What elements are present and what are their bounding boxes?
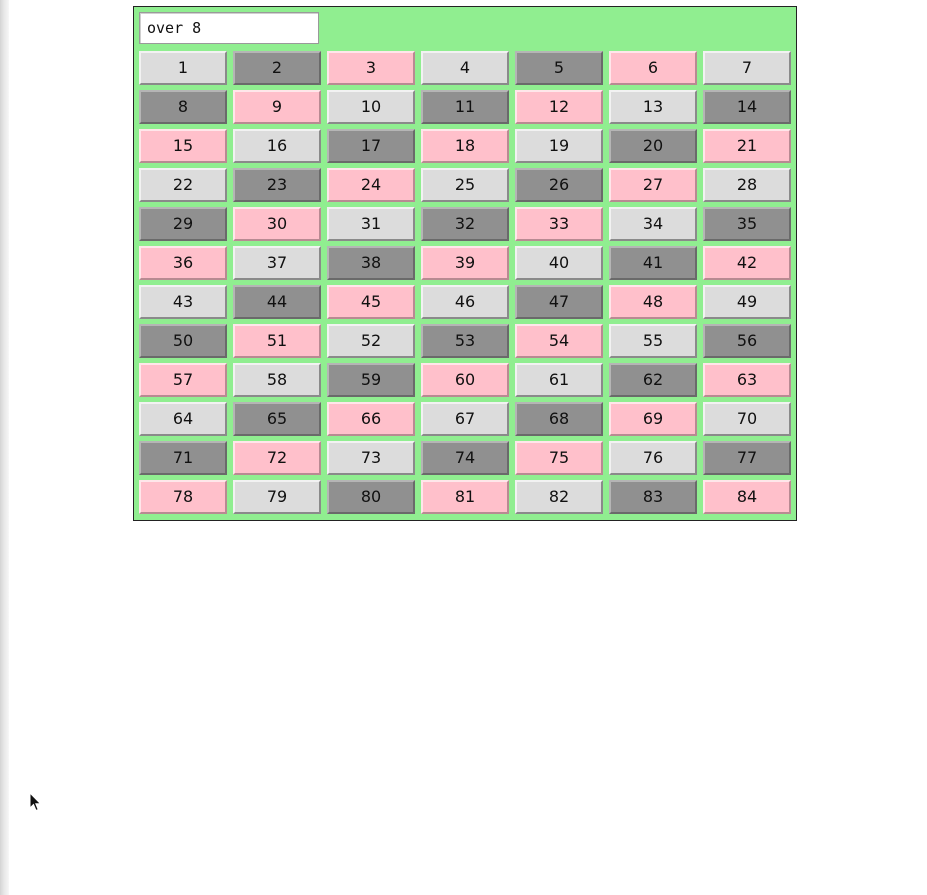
number-button-29[interactable]: 29 xyxy=(139,207,227,241)
number-button-47[interactable]: 47 xyxy=(515,285,603,319)
number-button-77[interactable]: 77 xyxy=(703,441,791,475)
number-button-3[interactable]: 3 xyxy=(327,51,415,85)
number-button-20[interactable]: 20 xyxy=(609,129,697,163)
number-button-54[interactable]: 54 xyxy=(515,324,603,358)
number-button-42[interactable]: 42 xyxy=(703,246,791,280)
number-button-78[interactable]: 78 xyxy=(139,480,227,514)
number-button-24[interactable]: 24 xyxy=(327,168,415,202)
number-button-5[interactable]: 5 xyxy=(515,51,603,85)
number-grid-panel: over 8 1 2 3 4 5 6 7 8 9 10 11 12 13 14 15 16 17 18 19 20 21… xyxy=(133,6,797,521)
number-button-27[interactable]: 27 xyxy=(609,168,697,202)
number-button-57[interactable]: 57 xyxy=(139,363,227,397)
number-button-58[interactable]: 58 xyxy=(233,363,321,397)
mouse-pointer-icon xyxy=(29,792,42,812)
number-button-13[interactable]: 13 xyxy=(609,90,697,124)
number-button-36[interactable]: 36 xyxy=(139,246,227,280)
number-button-4[interactable]: 4 xyxy=(421,51,509,85)
number-button-43[interactable]: 43 xyxy=(139,285,227,319)
number-button-37[interactable]: 37 xyxy=(233,246,321,280)
number-button-31[interactable]: 31 xyxy=(327,207,415,241)
number-button-21[interactable]: 21 xyxy=(703,129,791,163)
number-button-81[interactable]: 81 xyxy=(421,480,509,514)
number-button-14[interactable]: 14 xyxy=(703,90,791,124)
number-button-53[interactable]: 53 xyxy=(421,324,509,358)
number-button-50[interactable]: 50 xyxy=(139,324,227,358)
number-button-28[interactable]: 28 xyxy=(703,168,791,202)
number-button-23[interactable]: 23 xyxy=(233,168,321,202)
number-button-51[interactable]: 51 xyxy=(233,324,321,358)
number-button-75[interactable]: 75 xyxy=(515,441,603,475)
number-button-76[interactable]: 76 xyxy=(609,441,697,475)
number-button-67[interactable]: 67 xyxy=(421,402,509,436)
number-button-49[interactable]: 49 xyxy=(703,285,791,319)
number-button-12[interactable]: 12 xyxy=(515,90,603,124)
number-button-18[interactable]: 18 xyxy=(421,129,509,163)
number-button-2[interactable]: 2 xyxy=(233,51,321,85)
number-button-30[interactable]: 30 xyxy=(233,207,321,241)
number-button-73[interactable]: 73 xyxy=(327,441,415,475)
number-button-8[interactable]: 8 xyxy=(139,90,227,124)
number-button-59[interactable]: 59 xyxy=(327,363,415,397)
number-button-66[interactable]: 66 xyxy=(327,402,415,436)
number-button-62[interactable]: 62 xyxy=(609,363,697,397)
number-button-22[interactable]: 22 xyxy=(139,168,227,202)
number-button-65[interactable]: 65 xyxy=(233,402,321,436)
number-button-71[interactable]: 71 xyxy=(139,441,227,475)
number-button-46[interactable]: 46 xyxy=(421,285,509,319)
number-button-48[interactable]: 48 xyxy=(609,285,697,319)
number-button-70[interactable]: 70 xyxy=(703,402,791,436)
number-button-74[interactable]: 74 xyxy=(421,441,509,475)
number-button-1[interactable]: 1 xyxy=(139,51,227,85)
number-button-82[interactable]: 82 xyxy=(515,480,603,514)
number-button-35[interactable]: 35 xyxy=(703,207,791,241)
number-button-7[interactable]: 7 xyxy=(703,51,791,85)
number-button-45[interactable]: 45 xyxy=(327,285,415,319)
number-button-80[interactable]: 80 xyxy=(327,480,415,514)
number-button-32[interactable]: 32 xyxy=(421,207,509,241)
number-button-60[interactable]: 60 xyxy=(421,363,509,397)
number-button-26[interactable]: 26 xyxy=(515,168,603,202)
number-button-68[interactable]: 68 xyxy=(515,402,603,436)
number-button-63[interactable]: 63 xyxy=(703,363,791,397)
number-button-56[interactable]: 56 xyxy=(703,324,791,358)
number-button-11[interactable]: 11 xyxy=(421,90,509,124)
number-button-61[interactable]: 61 xyxy=(515,363,603,397)
number-button-16[interactable]: 16 xyxy=(233,129,321,163)
display-field[interactable]: over 8 xyxy=(139,12,319,44)
number-button-83[interactable]: 83 xyxy=(609,480,697,514)
number-button-41[interactable]: 41 xyxy=(609,246,697,280)
window-left-edge xyxy=(0,0,9,895)
number-button-15[interactable]: 15 xyxy=(139,129,227,163)
number-button-72[interactable]: 72 xyxy=(233,441,321,475)
number-button-33[interactable]: 33 xyxy=(515,207,603,241)
number-button-44[interactable]: 44 xyxy=(233,285,321,319)
number-button-25[interactable]: 25 xyxy=(421,168,509,202)
number-button-6[interactable]: 6 xyxy=(609,51,697,85)
number-button-10[interactable]: 10 xyxy=(327,90,415,124)
number-button-84[interactable]: 84 xyxy=(703,480,791,514)
number-button-69[interactable]: 69 xyxy=(609,402,697,436)
number-button-9[interactable]: 9 xyxy=(233,90,321,124)
number-button-34[interactable]: 34 xyxy=(609,207,697,241)
number-button-17[interactable]: 17 xyxy=(327,129,415,163)
number-button-79[interactable]: 79 xyxy=(233,480,321,514)
number-button-38[interactable]: 38 xyxy=(327,246,415,280)
number-button-52[interactable]: 52 xyxy=(327,324,415,358)
number-button-39[interactable]: 39 xyxy=(421,246,509,280)
number-button-55[interactable]: 55 xyxy=(609,324,697,358)
number-button-64[interactable]: 64 xyxy=(139,402,227,436)
number-button-40[interactable]: 40 xyxy=(515,246,603,280)
number-button-19[interactable]: 19 xyxy=(515,129,603,163)
